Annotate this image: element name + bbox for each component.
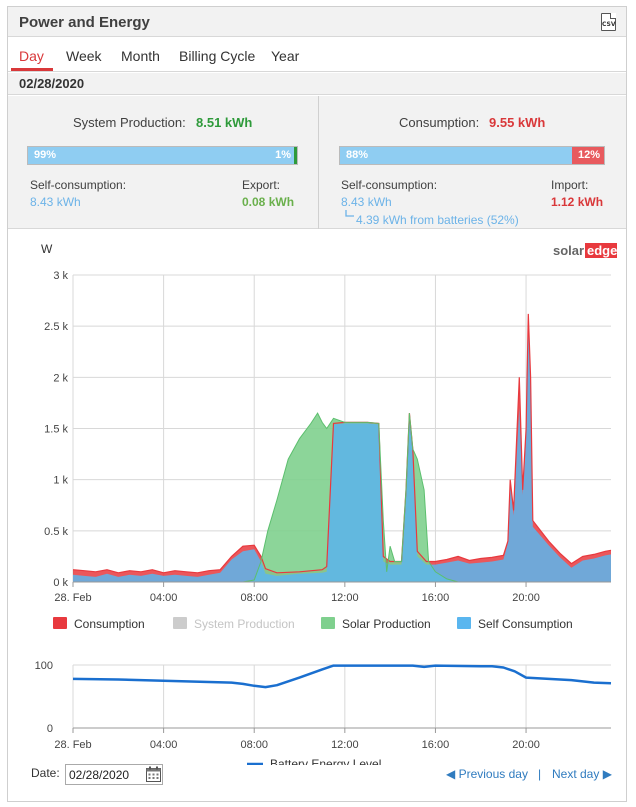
export-label: Export: [242,178,281,192]
next-day-label: Next day [552,767,600,781]
triangle-left-icon: ◀ [446,767,456,781]
y-tick-label: 3 k [53,270,68,282]
x-tick-label: 20:00 [512,592,540,604]
x-tick-label: 16:00 [422,739,450,751]
y-tick-label: 2.5 k [44,321,68,333]
x-tick-label: 28. Feb [54,739,91,751]
csv-icon-label: CSV [602,21,616,28]
y-tick-label: 0 [47,723,53,735]
consumption-import-segment [572,147,604,164]
tab-month[interactable]: Month [121,48,160,64]
power-chart: W 0 k 0.5 k 1 k 1.5 k 2 k 2.5 k 3 k 28. Feb 04:00… [41,242,612,604]
y-axis-unit-label: W [41,242,53,256]
production-export-segment [294,147,297,164]
selected-date-row: 02/28/2020 [8,73,626,95]
x-tick-label: 12:00 [331,592,359,604]
consumption-self-label: Self-consumption: [341,178,438,192]
batteries-note: 4.39 kWh from batteries (52%) [356,213,519,227]
footer-date-label: Date: [31,766,60,780]
series-area-self-consumption [73,320,611,582]
consumption-title: Consumption: [399,115,480,130]
brand-part2: edge [587,243,617,258]
active-tab-indicator [11,68,53,71]
x-tick-label: 08:00 [240,592,268,604]
panel-title: Power and Energy [19,14,150,31]
triangle-right-icon: ▶ [602,767,612,781]
legend-label: Self Consumption [478,617,573,631]
calendar-icon[interactable] [146,766,161,782]
x-tick-label: 16:00 [422,592,450,604]
legend-label: System Production [194,617,295,631]
legend-label: Solar Production [342,617,431,631]
energy-summary: System Production: 8.51 kWh 99% 1% Self-… [8,96,626,229]
production-title: System Production: [73,115,186,130]
production-self-segment [28,147,294,164]
production-bar: 99% 1% [27,146,298,165]
series-line-solar-production [73,412,611,583]
consumption-value: 9.55 kWh [489,115,546,130]
tab-year[interactable]: Year [271,48,300,64]
import-value: 1.12 kWh [551,195,604,209]
previous-day-link[interactable]: ◀ Previous day [446,767,528,781]
x-tick-label: 20:00 [512,739,540,751]
csv-export-icon[interactable]: CSV [601,13,616,31]
legend-swatch [321,617,335,629]
export-value: 0.08 kWh [242,195,295,209]
power-chart-legend: Consumption System Production Solar Produc… [53,617,573,631]
brand-badge [585,243,617,258]
consumption-import-percent: 12% [577,149,600,161]
period-tabs: Day Week Month Billing Cycle Year [8,38,626,72]
tab-week[interactable]: Week [66,48,102,64]
series-line-battery-energy-level [72,664,612,689]
y-tick-label: 0.5 k [44,526,68,538]
y-tick-label: 2 k [53,372,68,384]
consumption-self-percent: 88% [346,149,369,161]
summary-divider [318,96,319,229]
y-tick-label: 0 k [53,577,68,589]
production-value: 8.51 kWh [196,115,253,130]
legend-label: Consumption [74,617,145,631]
y-tick-label: 1.5 k [44,424,68,436]
y-tick-label: 100 [35,660,53,672]
nav-separator: | [538,767,542,781]
next-day-link[interactable]: Next day ▶ [552,767,612,781]
consumption-bar: 88% 12% [339,146,605,165]
production-export-percent: 1% [275,149,291,161]
previous-day-label: Previous day [458,767,528,781]
x-tick-label: 04:00 [150,592,178,604]
battery-chart: 0 100 28. Feb 04:00 08:00 12:00 16:00 20:00 [35,660,612,751]
legend-swatch [173,617,187,629]
x-tick-label: 08:00 [240,739,268,751]
import-label: Import: [551,178,589,192]
x-tick-label: 28. Feb [54,592,91,604]
x-tick-label: 04:00 [150,739,178,751]
y-tick-label: 1 k [53,475,68,487]
legend-swatch [53,617,67,629]
consumption-self-segment [340,147,572,164]
corner-arrow-icon [345,210,354,217]
selected-date: 02/28/2020 [19,76,85,91]
production-self-value: 8.43 kWh [30,195,81,209]
panel-header: Power and Energy CSV [8,7,626,37]
tab-day[interactable]: Day [19,48,44,64]
power-energy-panel: Power and Energy CSV Day Week Month Bill… [7,6,627,802]
x-tick-label: 12:00 [331,739,359,751]
brand-part1: solar [553,243,584,258]
production-self-label: Self-consumption: [30,178,127,192]
date-input[interactable] [65,764,163,785]
production-self-percent: 99% [34,149,57,161]
solaredge-logo: solar edge [553,243,617,258]
legend-swatch [457,617,471,629]
power-energy-charts: W 0 k 0.5 k 1 k 1.5 k 2 k 2.5 k 3 k 28. Feb 04:00… [35,242,617,765]
tab-billing-cycle[interactable]: Billing Cycle [179,48,256,64]
battery-chart-legend: Battery Energy Level [247,757,381,765]
legend-label: Battery Energy Level [270,757,381,765]
consumption-self-value: 8.43 kWh [341,195,392,209]
